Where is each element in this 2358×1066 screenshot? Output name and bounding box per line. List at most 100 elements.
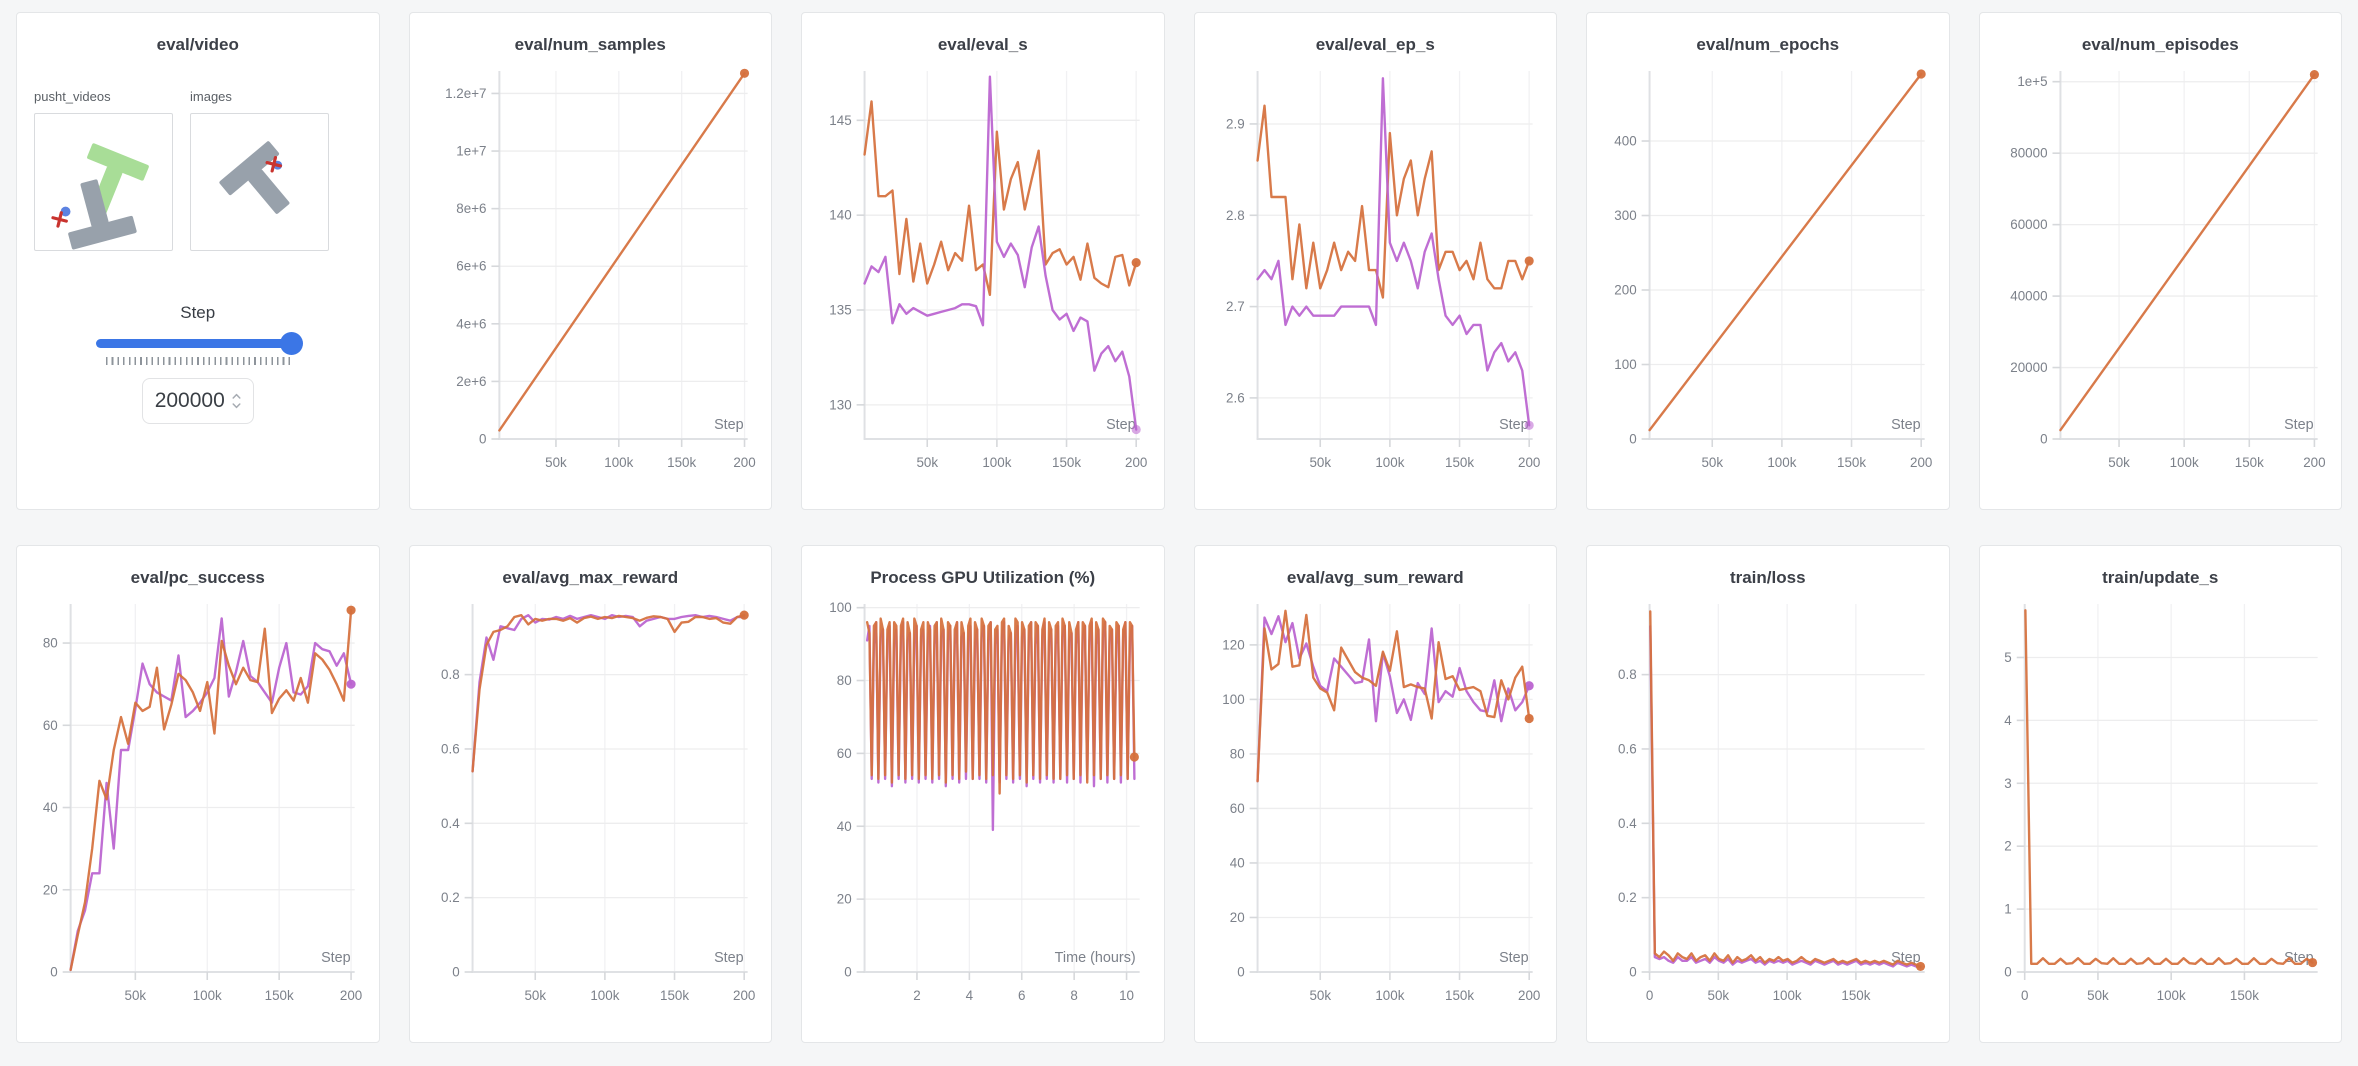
svg-text:130: 130 [829,397,851,412]
svg-text:100k: 100k [2169,455,2198,470]
svg-text:0: 0 [452,964,459,979]
svg-text:120: 120 [1222,637,1244,652]
chart-eval-num-episodes[interactable]: 0 20000 40000 60000 80000 1e+5 50k 100k 150k 200 S… [1980,59,2342,495]
panel-eval-num-epochs: eval/num_epochs 0 100 200 300 400 50k 100k 150k 2… [1586,12,1950,510]
svg-text:0: 0 [2040,431,2047,446]
svg-text:100k: 100k [1375,988,1404,1003]
svg-text:0.4: 0.4 [441,816,460,831]
svg-text:100k: 100k [2156,988,2185,1003]
axes [471,604,748,973]
last-point-dot [739,610,749,620]
gridlines [1648,604,1925,972]
last-point-dot [346,679,356,689]
gridlines [498,71,748,439]
svg-text:80: 80 [43,636,58,651]
svg-text:0: 0 [479,431,486,446]
agent-dot [60,206,71,217]
last-point-dot [346,605,356,615]
svg-text:2.9: 2.9 [1226,116,1245,131]
goal-cross-marker [51,211,68,228]
svg-text:150k: 150k [2234,455,2263,470]
chart-eval-eval-s[interactable]: 130 135 140 145 50k 100k 150k 200 Step [802,59,1164,495]
svg-text:200: 200 [2303,455,2325,470]
chart-eval-pc-success[interactable]: 0 20 40 60 80 50k 100k 150k 200 Step [17,592,379,1028]
svg-text:80: 80 [1229,746,1244,761]
step-number-input[interactable]: 200000 [141,378,254,424]
chart-eval-num-epochs[interactable]: 0 100 200 300 400 50k 100k 150k 200 Step [1587,59,1949,495]
svg-text:0: 0 [1629,964,1636,979]
panel-eval-eval-s: eval/eval_s 130 135 140 145 50k 100k 150k 200 Ste… [801,12,1165,510]
axes [1256,71,1533,440]
x-axis-label: Step [1499,417,1529,433]
stepper-arrows-icon[interactable] [232,392,241,410]
svg-text:200: 200 [1910,455,1932,470]
panel-title: eval/num_samples [514,35,666,54]
panel-title: eval/avg_max_reward [502,568,679,587]
svg-text:0: 0 [844,964,851,979]
svg-text:0.6: 0.6 [1618,741,1637,756]
chart-process-gpu-utilization[interactable]: 0 20 40 60 80 100 2 4 6 8 10 Time (hours) [802,592,1164,1028]
series-lines [470,610,749,773]
panel-eval-pc-success: eval/pc_success 0 20 40 60 80 50k 100k 150k 200 St… [16,545,380,1043]
svg-text:0.8: 0.8 [1618,667,1637,682]
axes [497,71,748,440]
step-slider-handle[interactable] [279,332,303,355]
chart-eval-avg-max-reward[interactable]: 0 0.2 0.4 0.6 0.8 50k 100k 150k 200 Step [410,592,772,1028]
gridlines [472,604,748,972]
series-lines [1255,77,1534,430]
pusht-video-thumbnail[interactable] [34,113,173,251]
chart-eval-num-samples[interactable]: 0 2e+6 4e+6 6e+6 8e+6 1e+7 1.2e+7 50k 100k 150k 20… [410,59,772,495]
svg-text:1: 1 [2004,902,2011,917]
svg-text:40: 40 [43,800,58,815]
svg-text:100k: 100k [193,988,222,1003]
panel-eval-num-episodes: eval/num_episodes 0 20000 40000 60000 80000 1e… [1978,12,2342,510]
panel-eval-avg-max-reward: eval/avg_max_reward 0 0.2 0.4 0.6 0.8 50k 100k 1… [408,545,772,1043]
svg-text:150k: 150k [1445,988,1474,1003]
slider-tick-marks [105,357,290,365]
chart-eval-avg-sum-reward[interactable]: 0 20 40 60 80 100 120 50k 100k 150k 200 Step [1195,592,1557,1028]
svg-text:4: 4 [966,988,974,1003]
panel-title: train/loss [1729,568,1806,587]
step-slider[interactable] [95,332,303,355]
svg-text:80000: 80000 [2010,146,2047,161]
x-axis-label: Step [1891,417,1921,433]
svg-text:40000: 40000 [2010,289,2047,304]
svg-text:0: 0 [50,964,57,979]
svg-text:150k: 150k [667,455,696,470]
svg-text:8: 8 [1070,988,1077,1003]
svg-text:0.4: 0.4 [1618,816,1637,831]
svg-text:200: 200 [1125,455,1147,470]
svg-text:150k: 150k [1052,455,1081,470]
panel-title: eval/pc_success [130,568,265,587]
series-lines [497,68,749,432]
last-point-dot [1129,752,1139,762]
images-thumbnail[interactable] [190,113,329,251]
axes [863,604,1140,973]
last-point-dot [2309,69,2319,80]
x-axis-label: Step [321,950,351,966]
svg-text:80: 80 [837,673,852,688]
chart-eval-eval-ep-s[interactable]: 2.6 2.7 2.8 2.9 50k 100k 150k 200 Step [1195,59,1557,495]
svg-text:150k: 150k [1837,455,1866,470]
panel-train-loss: train/loss 0 0.2 0.4 0.6 0.8 0 50k 100k 150k Step [1586,545,1950,1043]
svg-text:50k: 50k [916,455,938,470]
svg-text:2e+6: 2e+6 [456,374,486,389]
step-slider-label: Step [180,303,216,322]
svg-text:6: 6 [1018,988,1025,1003]
axes [863,71,1140,440]
svg-text:300: 300 [1614,208,1636,223]
last-point-dot [1524,713,1534,724]
svg-text:2.6: 2.6 [1226,390,1245,405]
svg-text:100: 100 [1222,692,1244,707]
gridlines [1257,71,1533,439]
panel-title: eval/avg_sum_reward [1286,568,1464,587]
last-point-dot [2307,957,2317,968]
svg-text:135: 135 [829,302,851,317]
svg-text:40: 40 [1229,855,1244,870]
step-slider-track[interactable] [95,339,300,348]
svg-text:60: 60 [1229,801,1244,816]
gridlines [2023,604,2318,972]
